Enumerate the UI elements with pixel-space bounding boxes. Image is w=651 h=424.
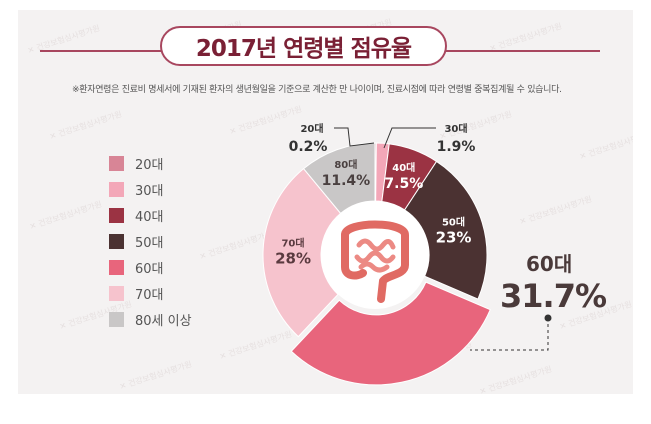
- legend-item: 20대: [109, 150, 192, 176]
- callout-dot: [544, 314, 552, 322]
- pie-slice: [262, 167, 342, 338]
- data-label-value: 0.2%: [289, 139, 328, 155]
- legend-swatch: [109, 207, 124, 223]
- legend-swatch: [109, 181, 124, 197]
- footnote: ※환자연령은 진료비 명세서에 기재된 환자의 생년월일을 기준으로 계산한 만…: [72, 85, 562, 95]
- legend-swatch: [109, 285, 124, 301]
- highlight-callout: 60대 31.7%: [500, 248, 607, 315]
- data-label-category: 50대: [442, 215, 465, 228]
- legend-label: 30대: [135, 183, 164, 199]
- data-label-category: 80대: [334, 158, 357, 171]
- data-label-category: 70대: [281, 236, 304, 249]
- leader-line: [383, 127, 436, 149]
- legend-label: 70대: [135, 287, 164, 303]
- legend-item: 60대: [109, 254, 192, 280]
- legend-label: 20대: [135, 157, 164, 173]
- data-label-value: 1.9%: [437, 139, 476, 155]
- data-label-value: 23%: [436, 228, 472, 246]
- pie-slice: [290, 281, 491, 386]
- legend-swatch: [109, 233, 124, 249]
- legend-label: 50대: [135, 235, 164, 251]
- title-rule-left: [40, 50, 162, 52]
- legend-label: 60대: [135, 261, 164, 277]
- data-label-category: 40대: [392, 161, 415, 174]
- chart-legend: 20대 30대 40대 50대 60대 70대 80세 이상: [109, 150, 192, 332]
- highlight-value: 31.7%: [500, 277, 607, 315]
- data-label-category: 30대: [444, 122, 467, 135]
- legend-item: 40대: [109, 202, 192, 228]
- page-title: 2017년 연령별 점유율: [160, 26, 447, 66]
- callout-leader-line: [470, 318, 549, 351]
- title-rule-right: [445, 50, 600, 52]
- legend-label: 40대: [135, 209, 164, 225]
- highlight-category: 60대: [526, 252, 573, 276]
- legend-item: 70대: [109, 280, 192, 306]
- leader-line: [334, 127, 375, 147]
- pie-slice: [302, 142, 376, 215]
- data-label-value: 28%: [275, 249, 311, 267]
- data-label-value: 11.4%: [322, 173, 371, 189]
- intestine-icon: [341, 220, 409, 303]
- legend-item: 80세 이상: [109, 306, 192, 332]
- data-label-category: 20대: [300, 122, 323, 135]
- legend-item: 50대: [109, 228, 192, 254]
- legend-swatch: [109, 259, 124, 275]
- legend-swatch: [109, 311, 124, 327]
- legend-label: 80세 이상: [135, 313, 192, 329]
- pie-slice: [403, 160, 488, 300]
- data-label-value: 7.5%: [384, 176, 423, 192]
- legend-item: 30대: [109, 176, 192, 202]
- legend-swatch: [109, 155, 124, 171]
